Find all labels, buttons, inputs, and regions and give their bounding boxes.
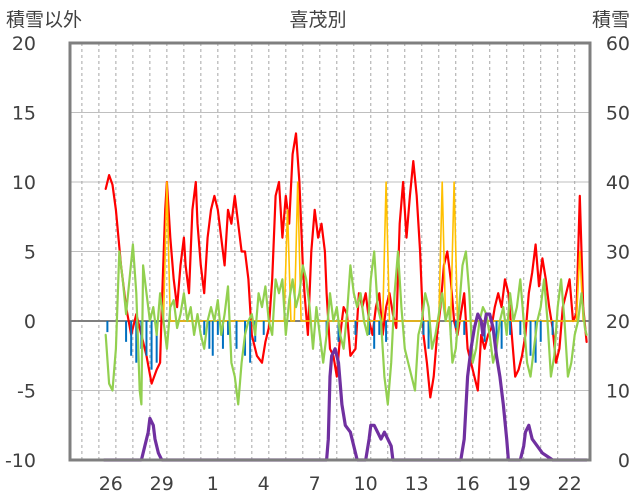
x-tick-label: 16: [456, 473, 480, 495]
y-tick-right-label: 60: [606, 33, 630, 55]
y-tick-left-label: 5: [24, 242, 36, 264]
y-tick-right-label: 10: [606, 381, 630, 403]
y-tick-right-label: 50: [606, 103, 630, 125]
x-tick-label: 29: [150, 473, 174, 495]
x-tick-label: 22: [558, 473, 582, 495]
y-axis-left-label: 積雪以外: [6, 9, 82, 31]
y-axis-right-label: 積雪: [592, 9, 630, 31]
y-tick-left-label: -10: [5, 450, 36, 472]
y-tick-left-label: 20: [12, 33, 36, 55]
plot-frame: [68, 41, 592, 462]
y-tick-right-label: 0: [618, 450, 630, 472]
label-layer: -10 0 -5 10 0 20 5 30 10 40 15 50 20 60 26 29 1 4 7 10 13 16 1…: [5, 33, 630, 495]
series-line-0: [104, 132, 588, 399]
y-tick-left-label: 10: [12, 172, 36, 194]
x-tick-label: 19: [507, 473, 531, 495]
series-line-3: [104, 243, 588, 406]
x-tick-label: 7: [309, 473, 321, 495]
x-tick-label: 13: [405, 473, 429, 495]
x-tick-label: 10: [354, 473, 378, 495]
y-tick-right-label: 30: [606, 242, 630, 264]
y-tick-left-label: -5: [17, 381, 36, 403]
y-tick-right-label: 40: [606, 172, 630, 194]
y-tick-right-label: 20: [606, 311, 630, 333]
series-layer: [102, 132, 589, 462]
x-tick-label: 26: [99, 473, 123, 495]
x-tick-label: 1: [207, 473, 219, 495]
x-tick-label: 4: [258, 473, 270, 495]
y-tick-left-label: 0: [24, 311, 36, 333]
chart-title: 喜茂別: [289, 9, 346, 31]
series-line-1: [162, 181, 584, 322]
y-tick-left-label: 15: [12, 103, 36, 125]
frame-layer: [68, 41, 592, 462]
